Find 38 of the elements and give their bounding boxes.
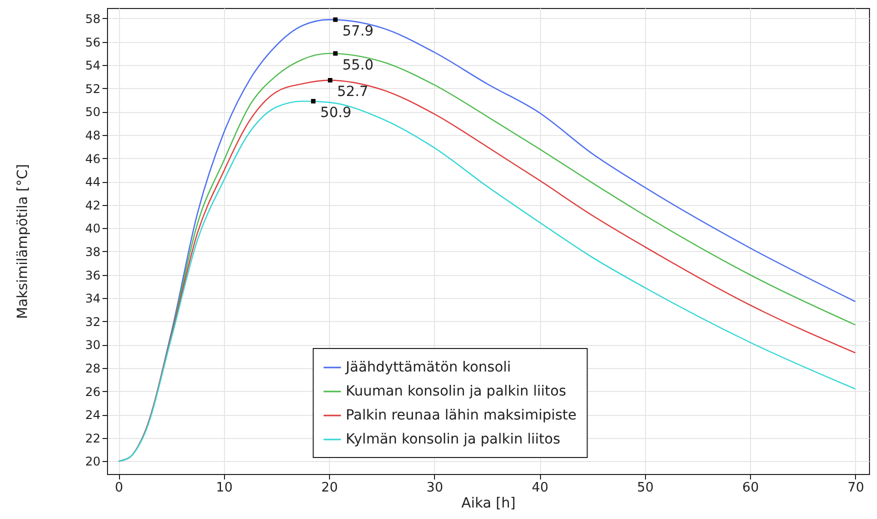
x-tick-label: 0: [114, 480, 124, 496]
x-axis-title: Aika [h]: [461, 496, 516, 512]
y-tick-label: 44: [85, 175, 100, 190]
y-axis-title: Maksimilämpötila [°C]: [15, 164, 32, 320]
y-tick-label: 38: [85, 244, 100, 259]
x-tick-label: 60: [742, 480, 759, 496]
y-tick-label: 28: [85, 361, 100, 376]
y-tick-label: 52: [85, 82, 100, 96]
y-tick-label: 20: [85, 454, 100, 469]
y-tick-label: 46: [85, 152, 100, 166]
annotation: 50.9: [320, 105, 352, 122]
legend-label: Kuuman konsolin ja palkin liitos: [346, 384, 566, 400]
annotation: 52.7: [337, 84, 368, 100]
x-tick-label: 10: [216, 480, 233, 496]
y-tick-label: 22: [85, 431, 100, 446]
x-tick-label: 50: [637, 480, 654, 496]
x-tick-label: 20: [321, 480, 338, 496]
y-tick-label: 58: [85, 12, 100, 26]
x-tick-label: 70: [848, 480, 864, 496]
y-tick-label: 34: [85, 292, 100, 306]
y-tick-label: 54: [85, 58, 100, 73]
y-tick-label: 50: [85, 105, 100, 120]
y-tick-label: 42: [85, 198, 100, 212]
x-tick-label: 30: [426, 480, 444, 496]
y-tick-label: 40: [85, 222, 100, 236]
y-tick-label: 56: [85, 35, 100, 50]
legend-label: Palkin reunaa lähin maksimipiste: [346, 408, 577, 424]
annotation: 57.9: [342, 24, 374, 40]
y-tick-label: 30: [85, 338, 100, 352]
y-tick-label: 26: [85, 384, 100, 399]
y-tick-label: 48: [85, 128, 100, 142]
y-tick-label: 36: [85, 268, 100, 282]
legend-label: Jäähdyttämätön konsoli: [344, 360, 511, 376]
annotation: 55.0: [342, 57, 374, 74]
legend-label: Kylmän konsolin ja palkin liitos: [346, 432, 560, 448]
y-tick-label: 24: [85, 408, 100, 422]
x-tick-label: 40: [532, 480, 548, 496]
y-tick-label: 32: [85, 314, 100, 329]
